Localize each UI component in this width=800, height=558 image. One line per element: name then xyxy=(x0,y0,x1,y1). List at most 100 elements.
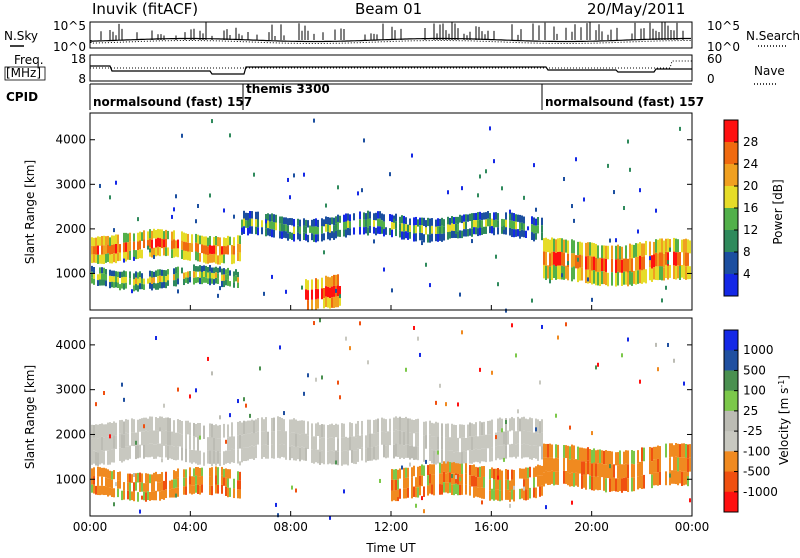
heatmap-cell xyxy=(137,445,139,459)
heatmap-cell xyxy=(183,241,185,251)
heatmap-cell xyxy=(219,266,221,273)
heatmap-cell xyxy=(189,435,191,450)
heatmap-cell xyxy=(459,477,461,482)
heatmap-cell xyxy=(633,464,635,478)
heatmap-cell xyxy=(279,444,281,459)
heatmap-cell xyxy=(383,418,385,432)
heatmap-cell xyxy=(685,266,687,280)
heatmap-cell xyxy=(337,438,339,452)
heatmap-cell xyxy=(323,219,325,227)
heatmap-cell xyxy=(223,274,225,281)
heatmap-cell xyxy=(147,231,149,241)
heatmap-cell xyxy=(381,213,383,221)
heatmap-cell xyxy=(493,219,495,228)
heatmap-cell xyxy=(563,253,565,267)
heatmap-cell xyxy=(399,444,401,459)
heatmap-cell xyxy=(119,284,121,291)
heatmap-cell xyxy=(663,253,665,268)
heatmap-cell xyxy=(215,424,217,439)
heatmap-cell xyxy=(655,239,657,253)
heatmap-cell xyxy=(99,437,101,451)
heatmap-cell xyxy=(327,451,329,465)
heatmap-cell xyxy=(423,509,425,514)
heatmap-cell xyxy=(345,221,347,230)
heatmap-cell xyxy=(291,419,293,433)
heatmap-cell xyxy=(599,257,601,272)
heatmap-cell xyxy=(251,422,253,427)
heatmap-cell xyxy=(173,230,175,240)
y-tick-label: 3000 xyxy=(55,383,86,397)
heatmap-cell xyxy=(505,418,507,432)
heatmap-cell xyxy=(149,282,151,289)
colorbar-tick-label: 8 xyxy=(743,245,751,259)
heatmap-cell xyxy=(215,272,217,278)
heatmap-cell xyxy=(97,236,99,246)
heatmap-cell xyxy=(153,282,155,289)
heatmap-cell xyxy=(349,228,351,236)
heatmap-cell xyxy=(535,225,537,233)
heatmap-cell xyxy=(605,271,607,286)
heatmap-cell xyxy=(223,423,225,438)
heatmap-cell xyxy=(315,234,317,243)
heatmap-cell xyxy=(99,254,101,264)
heatmap-cell xyxy=(441,473,443,485)
heatmap-cell xyxy=(199,253,201,262)
heatmap-cell xyxy=(503,431,505,445)
heatmap-cell xyxy=(587,255,589,270)
heatmap-cell xyxy=(489,226,491,234)
heatmap-cell xyxy=(577,257,579,262)
heatmap-cell xyxy=(107,422,109,437)
heatmap-cell xyxy=(109,487,111,496)
heatmap-cell xyxy=(459,424,461,439)
heatmap-cell xyxy=(105,269,107,275)
heatmap-cell xyxy=(473,213,475,221)
heatmap-cell xyxy=(435,421,437,437)
heatmap-cell xyxy=(337,451,339,466)
heatmap-cell xyxy=(137,419,139,433)
heatmap-cell xyxy=(155,444,157,459)
heatmap-cell xyxy=(209,271,211,279)
heatmap-cell xyxy=(165,247,167,257)
heatmap-cell xyxy=(409,432,411,446)
heatmap-cell xyxy=(359,211,361,220)
heatmap-cell xyxy=(363,227,365,235)
heatmap-cell xyxy=(447,437,449,451)
heatmap-cell xyxy=(213,425,215,438)
heatmap-cell xyxy=(563,457,565,471)
heatmap-cell xyxy=(489,448,491,462)
heatmap-cell xyxy=(675,470,677,485)
heatmap-cell xyxy=(551,237,553,252)
heatmap-cell xyxy=(465,214,467,222)
heatmap-cell xyxy=(115,234,117,245)
heatmap-cell xyxy=(381,431,383,445)
heatmap-cell xyxy=(241,435,243,450)
heatmap-cell xyxy=(277,443,279,458)
heatmap-cell xyxy=(273,229,275,238)
heatmap-cell xyxy=(217,475,219,485)
heatmap-cell xyxy=(345,213,347,222)
heatmap-cell xyxy=(279,216,281,224)
colorbar-cell xyxy=(724,186,738,209)
heatmap-cell xyxy=(227,478,229,488)
heatmap-cell xyxy=(503,226,505,235)
heatmap-cell xyxy=(251,226,253,234)
noise-panel xyxy=(89,21,693,49)
heatmap-cell xyxy=(381,220,383,228)
heatmap-cell xyxy=(243,447,245,462)
heatmap-cell xyxy=(587,242,589,256)
heatmap-cell xyxy=(223,477,225,486)
heatmap-cell xyxy=(435,450,437,465)
heatmap-cell xyxy=(217,255,219,265)
heatmap-cell xyxy=(507,469,509,480)
heatmap-cell xyxy=(537,447,539,461)
heatmap-cell xyxy=(451,216,453,224)
heatmap-cell xyxy=(211,272,213,279)
heatmap-cell xyxy=(547,238,549,253)
heatmap-cell xyxy=(457,451,459,466)
heatmap-cell xyxy=(497,489,499,501)
heatmap-cell xyxy=(189,484,191,494)
heatmap-cell xyxy=(675,443,677,457)
heatmap-cell xyxy=(665,285,667,290)
heatmap-cell xyxy=(133,279,135,286)
